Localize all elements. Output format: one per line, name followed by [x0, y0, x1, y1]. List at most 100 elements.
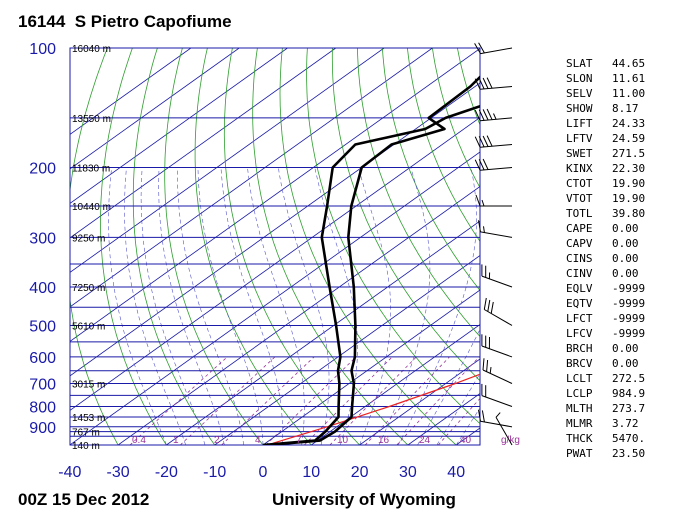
index-row: CINS 0.00: [566, 251, 645, 266]
index-key: LFCT: [566, 312, 593, 325]
index-value: 8.17: [612, 102, 639, 115]
index-key: LCLT: [566, 372, 593, 385]
wind-barb: [474, 42, 513, 55]
moist-adiabat-line: [158, 167, 225, 445]
index-key: BRCH: [566, 342, 593, 355]
barb-staff: [481, 275, 513, 288]
index-row: LCLT 272.5: [566, 371, 645, 386]
barb-flag: [482, 109, 489, 121]
index-row: CAPE 0.00: [566, 221, 645, 236]
index-row: BRCH 0.00: [566, 341, 645, 356]
index-value: 3.72: [612, 417, 639, 430]
index-key: VTOT: [566, 192, 593, 205]
temperature-tick-label: -20: [155, 464, 178, 481]
index-value: 0.00: [612, 237, 639, 250]
isotherm-line: [311, 324, 480, 445]
height-label: 9250 m: [72, 233, 105, 244]
wind-barb: [481, 334, 513, 358]
moist-adiabat-line: [436, 373, 480, 445]
mixing-ratio-label: 40: [460, 435, 472, 446]
barb-staff: [480, 420, 513, 428]
index-key: TOTL: [566, 207, 593, 220]
barb-staff: [484, 309, 513, 326]
index-value: -9999: [612, 282, 646, 295]
index-row: EQLV -9999: [566, 281, 645, 296]
isotherm-line: [70, 48, 240, 170]
index-key: SLAT: [566, 57, 593, 70]
index-value: 0.00: [612, 222, 639, 235]
moist-adiabat-line: [247, 167, 305, 445]
index-row: SLON 11.61: [566, 71, 645, 86]
index-key: SELV: [566, 87, 593, 100]
pressure-tick-label: 800: [29, 400, 56, 417]
station-name: S Pietro Capofiume: [74, 12, 232, 31]
isotherm-line: [70, 48, 480, 342]
station-id: 16144: [18, 12, 66, 31]
index-row: MLTH 273.7: [566, 401, 645, 416]
index-row: LFTV 24.59: [566, 131, 645, 146]
pressure-tick-label: 900: [29, 420, 56, 437]
index-key: LFCV: [566, 327, 593, 340]
index-row: CAPV 0.00: [566, 236, 645, 251]
barb-staff: [480, 231, 513, 238]
moist-adiabat-line: [455, 407, 480, 445]
index-value: 11.00: [612, 87, 646, 100]
index-key: MLMR: [566, 417, 593, 430]
isotherm-line: [262, 289, 480, 445]
mixing-ratio-label: 10: [337, 435, 349, 446]
index-key: THCK: [566, 432, 593, 445]
moist-adiabat-line: [220, 167, 283, 445]
barb-flag: [486, 359, 489, 372]
index-value: -9999: [612, 312, 646, 325]
barb-staff: [482, 369, 513, 384]
barb-flag: [481, 410, 485, 423]
temperature-line: [266, 75, 480, 445]
dry-adiabat-line: [194, 48, 312, 445]
index-key: SHOW: [566, 102, 593, 115]
height-label: 7250 m: [72, 283, 105, 294]
pressure-tick-label: 400: [29, 280, 56, 297]
index-key: BRCV: [566, 357, 593, 370]
index-row: KINX 22.30: [566, 161, 645, 176]
isotherm-line: [117, 186, 480, 445]
data-source: University of Wyoming: [272, 490, 456, 509]
index-value: 22.30: [612, 162, 646, 175]
barb-flag: [478, 78, 485, 90]
index-key: CINV: [566, 267, 593, 280]
observation-time: 00Z 15 Dec 2012: [18, 490, 150, 509]
barb-flag: [474, 43, 481, 54]
index-key: SLON: [566, 72, 593, 85]
temperature-tick-label: 20: [351, 464, 369, 481]
index-value: 984.9: [612, 387, 646, 400]
height-label: 13550 m: [72, 114, 111, 125]
barb-staff: [481, 345, 513, 358]
temperature-tick-label: 10: [302, 464, 320, 481]
index-value: 11.61: [612, 72, 646, 85]
barb-flag: [478, 109, 485, 121]
height-label: 16040 m: [72, 44, 111, 55]
index-key: CAPV: [566, 237, 593, 250]
index-value: 19.90: [612, 192, 646, 205]
index-row: LCLP 984.9: [566, 386, 645, 401]
dry-adiabat-line: [164, 48, 264, 445]
barb-flag: [482, 77, 489, 89]
temperature-tick-label: -30: [107, 464, 130, 481]
barb-staff: [480, 47, 513, 55]
barb-flag: [486, 108, 493, 120]
barb-staff: [480, 167, 513, 171]
barb-flag: [487, 299, 491, 312]
index-value: 24.59: [612, 132, 646, 145]
isotherm-line: [166, 220, 480, 445]
isotherm-line: [70, 48, 433, 308]
index-key: EQLV: [566, 282, 593, 295]
wind-barb: [474, 108, 513, 122]
wind-barb: [483, 297, 513, 326]
index-key: CINS: [566, 252, 593, 265]
index-value: 44.65: [612, 57, 646, 70]
moist-adiabat-line: [140, 167, 206, 445]
mixing-ratio-label: 16: [378, 435, 390, 446]
index-row: SLAT 44.65: [566, 56, 645, 71]
dewpoint-line: [262, 104, 480, 445]
index-value: 5470.: [612, 432, 646, 445]
dry-adiabat-line: [252, 48, 409, 445]
